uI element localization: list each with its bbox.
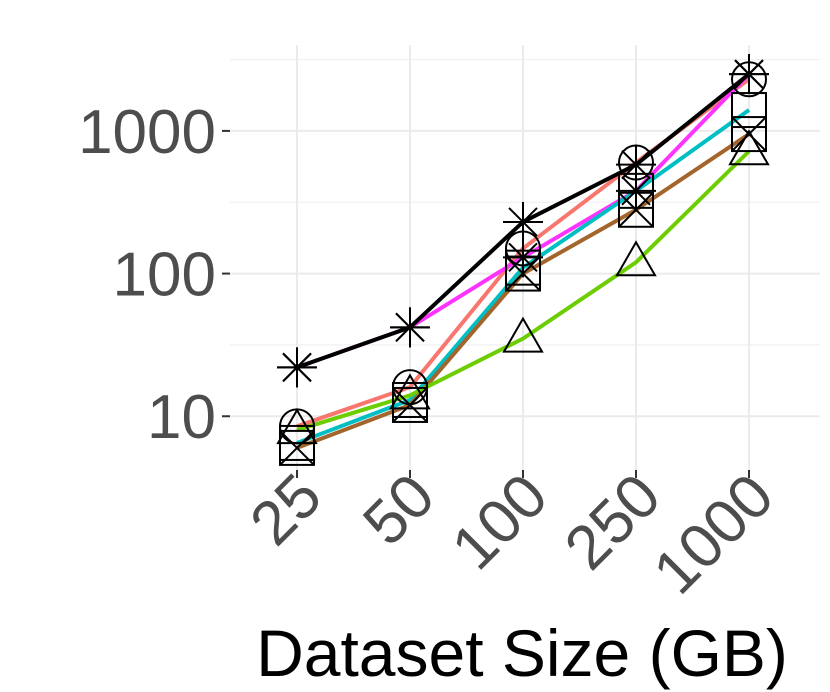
point-marker-triangle bbox=[389, 373, 431, 410]
point-marker-asterisk bbox=[729, 54, 769, 95]
point-marker-cross bbox=[505, 255, 541, 292]
series-layer bbox=[276, 54, 770, 466]
point-marker-triangle bbox=[728, 129, 770, 166]
point-marker-cross bbox=[731, 116, 767, 152]
point-marker-square-x bbox=[505, 255, 541, 292]
point-marker-square-x bbox=[279, 429, 315, 466]
series-points-5 bbox=[276, 129, 770, 445]
point-marker-square-x bbox=[731, 116, 767, 153]
y-axis: 10 100 1000 bbox=[78, 98, 230, 452]
x-tick-label: 50 bbox=[350, 461, 448, 559]
point-marker-cross bbox=[279, 430, 315, 466]
point-marker-triangle bbox=[276, 408, 318, 445]
y-tick-label: 100 bbox=[113, 241, 216, 310]
x-tick-label: 1000 bbox=[641, 461, 787, 607]
y-tick-label: 1000 bbox=[78, 98, 216, 167]
y-tick-label: 10 bbox=[147, 383, 216, 452]
point-marker-square bbox=[731, 92, 767, 129]
point-marker-asterisk bbox=[503, 201, 543, 242]
x-tick-label: 25 bbox=[237, 461, 335, 559]
x-tick-label: 100 bbox=[439, 461, 561, 583]
x-axis-title: Dataset Size (GB) bbox=[256, 616, 788, 690]
point-marker-square-x bbox=[618, 191, 654, 228]
point-marker-asterisk bbox=[616, 170, 656, 211]
point-marker-triangle bbox=[502, 316, 544, 353]
point-marker-asterisk bbox=[277, 347, 317, 388]
point-marker-asterisk bbox=[616, 144, 656, 185]
point-marker-square bbox=[618, 172, 654, 209]
series-points-2 bbox=[277, 54, 769, 388]
series-line-5 bbox=[296, 149, 751, 432]
point-marker-triangle bbox=[615, 240, 657, 277]
point-marker-cross bbox=[618, 192, 654, 228]
point-marker-asterisk bbox=[390, 307, 430, 348]
series-markers bbox=[276, 54, 770, 466]
